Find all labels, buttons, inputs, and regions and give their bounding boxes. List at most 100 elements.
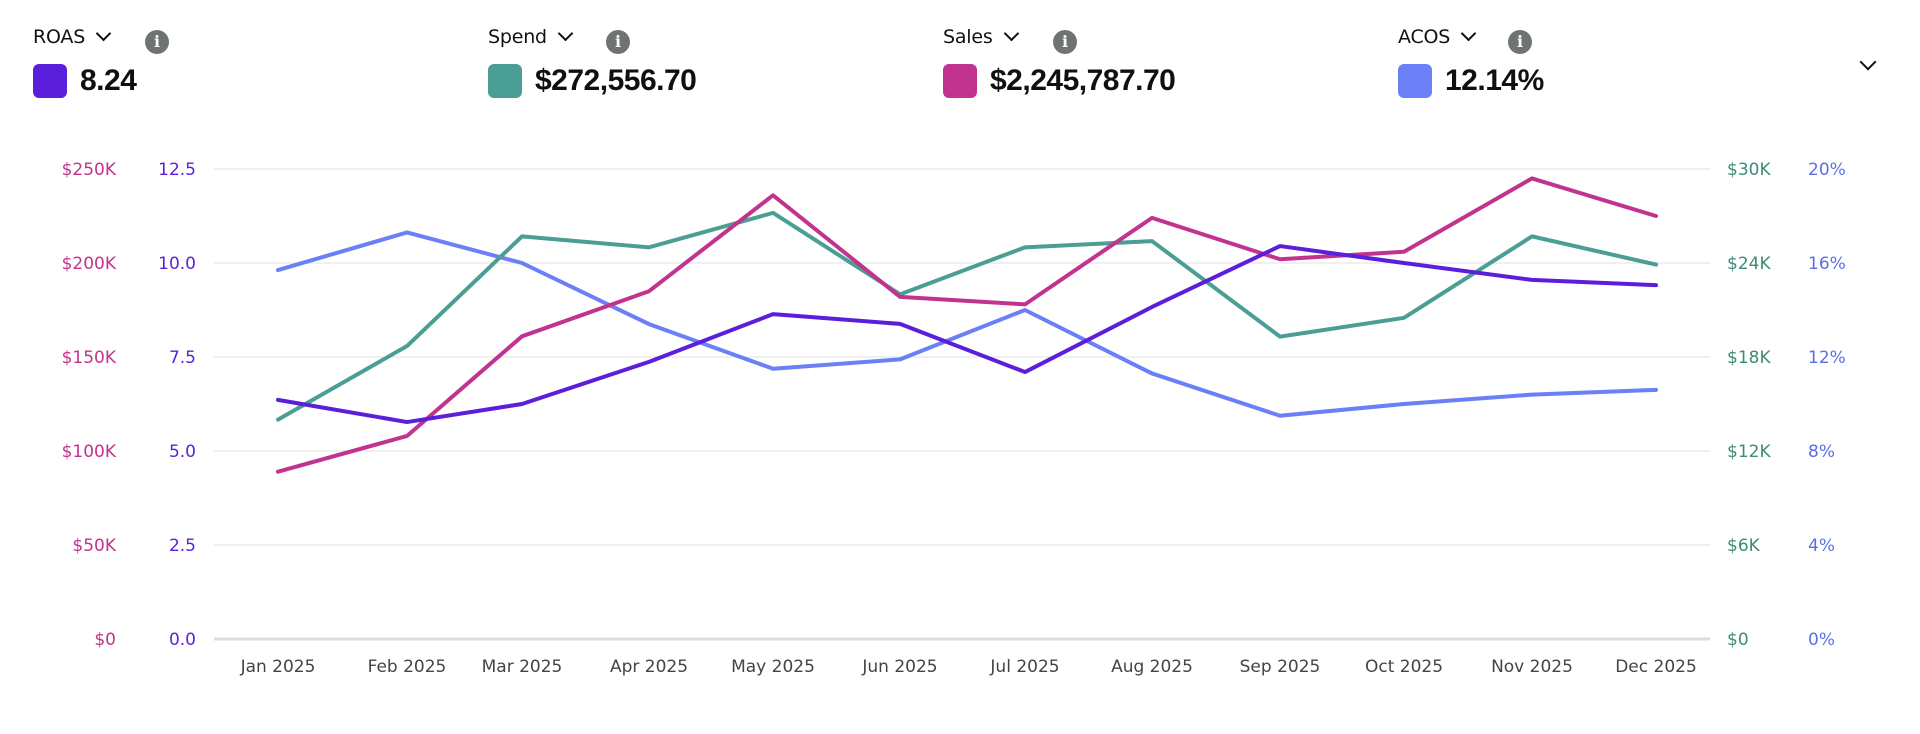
data-point-sales[interactable]: [1146, 212, 1158, 224]
info-icon[interactable]: i: [606, 30, 630, 54]
data-point-spend[interactable]: [1526, 230, 1538, 242]
data-point-spend[interactable]: [767, 207, 779, 219]
right-outer-tick-label: 0%: [1808, 630, 1835, 650]
data-point-spend[interactable]: [401, 340, 413, 352]
metric-label: Spend: [488, 26, 547, 48]
series-line-roas[interactable]: [276, 244, 1658, 425]
series-line-spend[interactable]: [276, 210, 1658, 422]
data-point-roas[interactable]: [1146, 301, 1158, 313]
left-outer-tick-label: $100K: [62, 442, 117, 462]
data-point-roas[interactable]: [516, 398, 528, 410]
data-point-roas[interactable]: [1650, 279, 1662, 291]
data-point-acos[interactable]: [1398, 398, 1410, 410]
y-axis-ticks: $0 $50K $100K $150K $200K $250K 0.0 2.5 5.0 7.5 10…: [62, 160, 1846, 650]
gridlines: [214, 168, 1710, 641]
metric-selector-sales[interactable]: Sales: [943, 22, 1175, 52]
data-point-sales[interactable]: [894, 291, 906, 303]
series-toggle-spend[interactable]: [488, 64, 522, 98]
x-tick-label: Apr 2025: [610, 657, 688, 677]
data-point-roas[interactable]: [767, 308, 779, 320]
data-point-spend[interactable]: [272, 414, 284, 426]
right-inner-tick-label: $30K: [1727, 160, 1771, 180]
series-line-acos[interactable]: [276, 230, 1658, 418]
data-point-roas[interactable]: [1274, 240, 1286, 252]
metric-value: 8.24: [80, 64, 137, 97]
x-tick-label: Aug 2025: [1111, 657, 1193, 677]
data-point-acos[interactable]: [643, 318, 655, 330]
data-point-spend[interactable]: [1019, 241, 1031, 253]
data-point-roas[interactable]: [1019, 366, 1031, 378]
right-outer-tick-label: 12%: [1808, 348, 1846, 368]
data-point-spend[interactable]: [1274, 331, 1286, 343]
right-inner-tick-label: $12K: [1727, 442, 1771, 462]
right-outer-tick-label: 8%: [1808, 442, 1835, 462]
data-point-sales[interactable]: [401, 430, 413, 442]
metric-card-spend: Spend i $272,556.70: [488, 22, 697, 98]
x-tick-label: Oct 2025: [1365, 657, 1443, 677]
data-point-spend[interactable]: [1398, 312, 1410, 324]
data-point-spend[interactable]: [1650, 259, 1662, 271]
data-point-sales[interactable]: [1019, 298, 1031, 310]
series-line-sales[interactable]: [276, 176, 1658, 474]
data-point-sales[interactable]: [272, 466, 284, 478]
left-outer-tick-label: $50K: [72, 536, 116, 556]
metric-selector-acos[interactable]: ACOS: [1398, 22, 1544, 52]
x-tick-label: Sep 2025: [1240, 657, 1321, 677]
data-point-sales[interactable]: [767, 189, 779, 201]
metric-card-roas: ROAS i 8.24: [33, 22, 169, 98]
metric-value: $272,556.70: [535, 64, 697, 97]
x-tick-label: Dec 2025: [1615, 657, 1697, 677]
x-tick-label: May 2025: [731, 657, 815, 677]
series-toggle-acos[interactable]: [1398, 64, 1432, 98]
data-point-roas[interactable]: [1526, 274, 1538, 286]
left-inner-tick-label: 2.5: [169, 536, 196, 556]
info-icon[interactable]: i: [1053, 30, 1077, 54]
metric-label: ROAS: [33, 26, 86, 48]
data-point-acos[interactable]: [1146, 367, 1158, 379]
right-outer-tick-label: 16%: [1808, 254, 1846, 274]
data-point-sales[interactable]: [1398, 246, 1410, 258]
data-point-sales[interactable]: [516, 330, 528, 342]
data-point-sales[interactable]: [1526, 172, 1538, 184]
data-point-acos[interactable]: [1650, 384, 1662, 396]
data-point-acos[interactable]: [767, 363, 779, 375]
data-point-roas[interactable]: [894, 318, 906, 330]
x-tick-label: Jul 2025: [989, 657, 1059, 677]
right-inner-tick-label: $6K: [1727, 536, 1761, 556]
data-point-roas[interactable]: [643, 356, 655, 368]
right-inner-tick-label: $0: [1727, 630, 1749, 650]
data-point-acos[interactable]: [401, 226, 413, 238]
data-point-acos[interactable]: [1526, 389, 1538, 401]
left-inner-tick-label: 12.5: [158, 160, 196, 180]
data-point-spend[interactable]: [516, 230, 528, 242]
left-outer-tick-label: $0: [94, 630, 116, 650]
data-point-sales[interactable]: [1650, 210, 1662, 222]
series-lines: [272, 172, 1662, 478]
data-point-roas[interactable]: [272, 394, 284, 406]
right-inner-tick-label: $24K: [1727, 254, 1771, 274]
data-point-acos[interactable]: [894, 353, 906, 365]
right-outer-tick-label: 4%: [1808, 536, 1835, 556]
info-icon[interactable]: i: [1508, 30, 1532, 54]
metric-selector-roas[interactable]: ROAS: [33, 22, 136, 52]
x-tick-label: Jun 2025: [861, 657, 937, 677]
data-point-roas[interactable]: [401, 416, 413, 428]
series-toggle-roas[interactable]: [33, 64, 67, 98]
info-icon[interactable]: i: [145, 30, 169, 54]
data-point-acos[interactable]: [1274, 410, 1286, 422]
right-outer-tick-label: 20%: [1808, 160, 1846, 180]
data-point-acos[interactable]: [272, 264, 284, 276]
metric-selector-spend[interactable]: Spend: [488, 22, 696, 52]
left-outer-tick-label: $200K: [62, 254, 117, 274]
data-point-sales[interactable]: [1274, 253, 1286, 265]
metric-value: $2,245,787.70: [990, 64, 1176, 97]
x-axis-ticks: Jan 2025 Feb 2025 Mar 2025 Apr 2025 May 2025…: [240, 657, 1697, 677]
series-toggle-sales[interactable]: [943, 64, 977, 98]
data-point-spend[interactable]: [643, 241, 655, 253]
data-point-sales[interactable]: [643, 285, 655, 297]
data-point-spend[interactable]: [1146, 235, 1158, 247]
data-point-acos[interactable]: [516, 257, 528, 269]
data-point-roas[interactable]: [1398, 257, 1410, 269]
metric-value: 12.14%: [1445, 64, 1544, 97]
